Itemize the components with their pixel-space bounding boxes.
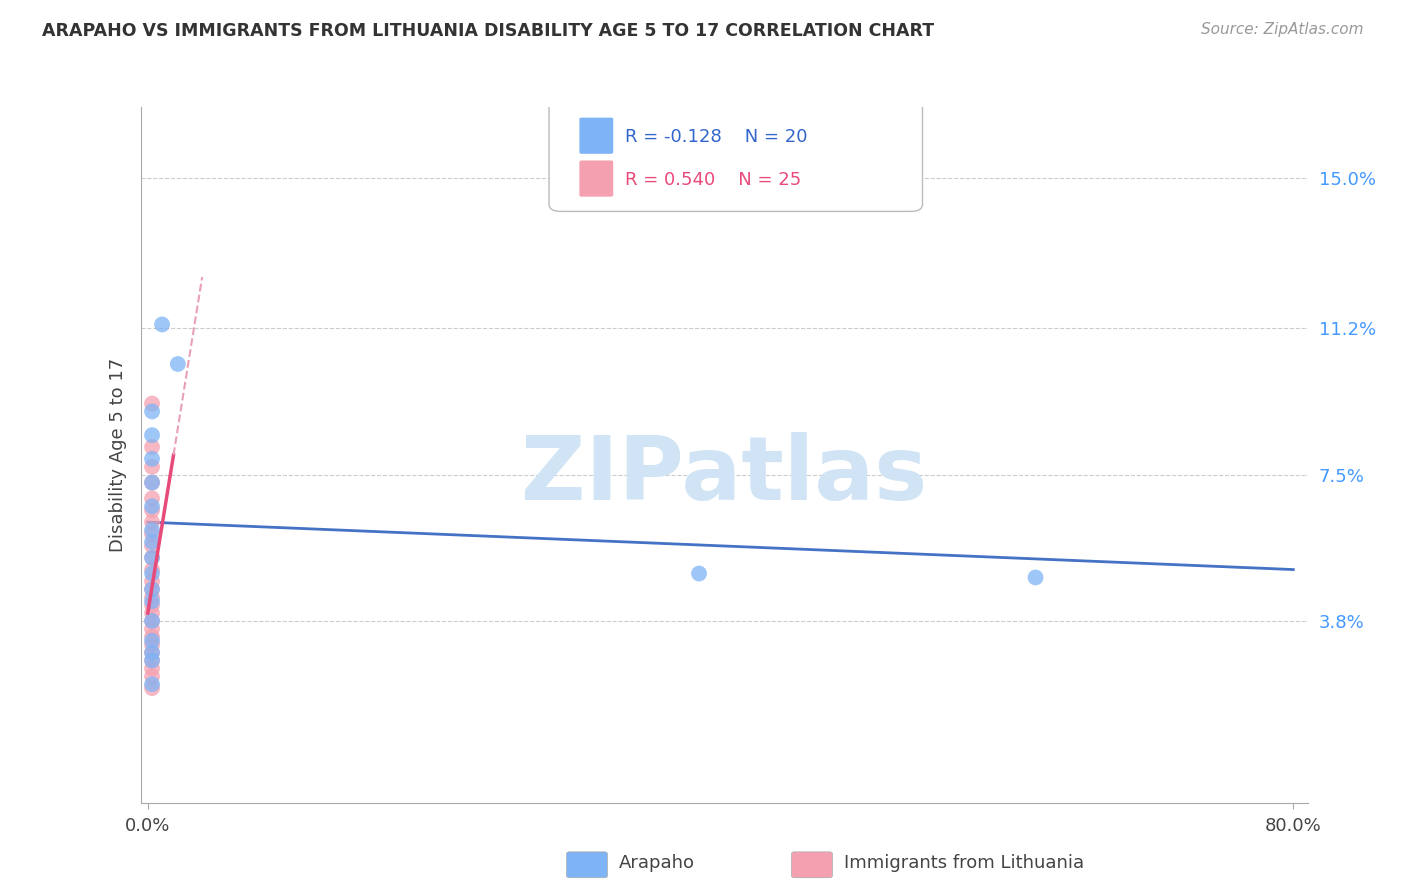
- Point: [141, 539, 163, 553]
- Point: [141, 653, 163, 667]
- Point: [141, 653, 163, 667]
- Text: R = -0.128    N = 20: R = -0.128 N = 20: [624, 128, 807, 146]
- Point: [141, 503, 163, 517]
- Text: Arapaho: Arapaho: [619, 855, 695, 872]
- Point: [141, 582, 163, 597]
- Point: [141, 563, 163, 577]
- FancyBboxPatch shape: [579, 118, 613, 153]
- Point: [141, 661, 163, 675]
- Text: Immigrants from Lithuania: Immigrants from Lithuania: [844, 855, 1084, 872]
- Text: ZIPatlas: ZIPatlas: [522, 433, 927, 519]
- Point: [141, 681, 163, 695]
- Point: [141, 646, 163, 660]
- FancyBboxPatch shape: [579, 161, 613, 196]
- Point: [141, 622, 163, 636]
- Text: Source: ZipAtlas.com: Source: ZipAtlas.com: [1201, 22, 1364, 37]
- Point: [141, 428, 163, 442]
- Point: [141, 451, 163, 466]
- FancyBboxPatch shape: [548, 100, 922, 211]
- Point: [141, 566, 163, 581]
- Point: [141, 646, 163, 660]
- Point: [141, 500, 163, 514]
- Point: [141, 475, 163, 490]
- Point: [141, 523, 163, 537]
- Point: [141, 574, 163, 589]
- Point: [141, 598, 163, 612]
- Point: [141, 633, 163, 648]
- Point: [150, 318, 173, 332]
- Point: [141, 515, 163, 529]
- Point: [141, 630, 163, 644]
- Point: [141, 396, 163, 410]
- Text: R = 0.540    N = 25: R = 0.540 N = 25: [624, 171, 801, 189]
- Point: [141, 614, 163, 628]
- Point: [141, 440, 163, 454]
- Point: [141, 550, 163, 565]
- Point: [688, 566, 710, 581]
- Point: [141, 669, 163, 683]
- Point: [141, 638, 163, 652]
- Point: [141, 527, 163, 541]
- Point: [141, 606, 163, 620]
- Point: [141, 591, 163, 605]
- Point: [1025, 570, 1047, 584]
- Point: [141, 459, 163, 474]
- Point: [141, 550, 163, 565]
- Point: [141, 534, 163, 549]
- Point: [141, 582, 163, 597]
- Point: [141, 475, 163, 490]
- Point: [141, 594, 163, 608]
- Text: ARAPAHO VS IMMIGRANTS FROM LITHUANIA DISABILITY AGE 5 TO 17 CORRELATION CHART: ARAPAHO VS IMMIGRANTS FROM LITHUANIA DIS…: [42, 22, 935, 40]
- Y-axis label: Disability Age 5 to 17: Disability Age 5 to 17: [108, 358, 127, 552]
- Point: [141, 404, 163, 418]
- Point: [141, 677, 163, 691]
- Point: [166, 357, 188, 371]
- Point: [141, 491, 163, 506]
- Point: [141, 614, 163, 628]
